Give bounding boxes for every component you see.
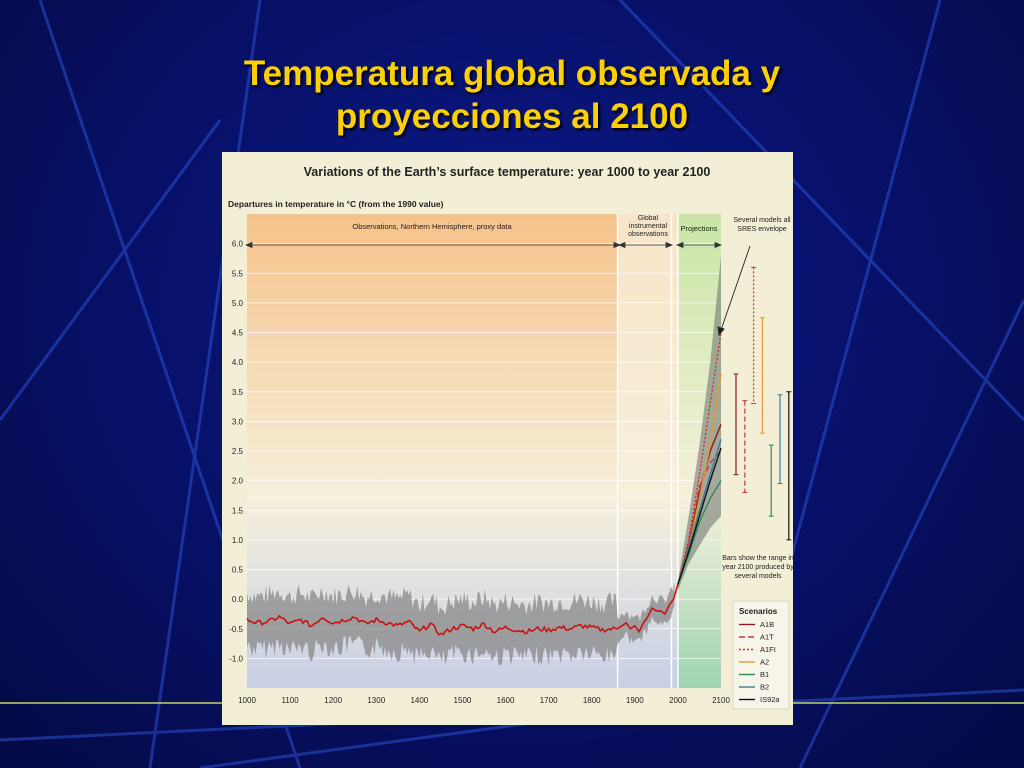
y-tick-label: 1.5: [232, 506, 244, 515]
legend-label-a1t: A1T: [760, 633, 774, 642]
y-tick-label: 4.0: [232, 358, 244, 367]
y-tick-label: 2.5: [232, 447, 244, 456]
legend-label-a1b: A1B: [760, 620, 774, 629]
legend-label-b2: B2: [760, 683, 769, 692]
slide-title: Temperatura global observada y proyeccio…: [150, 52, 874, 138]
bars-note: Bars show the range in year 2100 produce…: [722, 555, 793, 580]
region-arrows: [244, 241, 723, 249]
region-label-projections: Projections: [680, 224, 717, 233]
slide-title-line-2: proyecciones al 2100: [335, 97, 689, 136]
x-tick-label: 1700: [540, 696, 558, 705]
x-tick-label: 1500: [454, 696, 472, 705]
y-tick-label: 5.0: [232, 299, 244, 308]
region-label-proxy: Observations, Northern Hemisphere, proxy…: [352, 222, 512, 231]
x-tick-label: 1600: [497, 696, 515, 705]
legend-label-is92a: IS92a: [760, 695, 780, 704]
bars-note-wrap: Bars show the range in year 2100 produce…: [722, 555, 793, 580]
axis-ticks: 6.0 5.5 5.0 4.5 4.0 3.5 3.0 2.5 2.0 1.5 1.0 0.5 0.0 -…: [229, 240, 730, 705]
x-tick-label: 1200: [324, 696, 342, 705]
y-tick-label: 3.0: [232, 417, 244, 426]
y-tick-label: 2.0: [232, 477, 244, 486]
legend: Scenarios A1B A1T A1FI A2 B1 B2 IS92a: [732, 600, 790, 710]
y-tick-label: 3.5: [232, 388, 244, 397]
y-tick-label: 0.0: [232, 595, 244, 604]
legend-label-a2: A2: [760, 658, 769, 667]
y-tick-label: -0.5: [229, 625, 243, 634]
y-tick-label: 1.0: [232, 536, 244, 545]
legend-label-b1: B1: [760, 670, 769, 679]
series-line-is92a: [677, 447, 722, 585]
y-tick-label: -1.0: [229, 654, 243, 663]
range-bars: [733, 266, 792, 541]
legend-items: A1B A1T A1FI A2 B1 B2 IS92a: [739, 620, 780, 704]
temperature-chart: Variations of the Earth’s surface temper…: [228, 165, 793, 710]
envelope-area: [677, 255, 721, 591]
legend-title: Scenarios: [739, 607, 778, 616]
envelope-note-wrap: Several models all SRES envelope: [733, 217, 791, 233]
x-tick-label: 2000: [669, 696, 687, 705]
x-tick-label: 1000: [238, 696, 256, 705]
observed-series: [246, 584, 679, 636]
x-tick-label: 1400: [410, 696, 428, 705]
region-label-instrumental-wrap: Global instrumental observations: [628, 215, 668, 238]
chart-panel: Variations of the Earth’s surface temper…: [222, 152, 793, 725]
envelope-note: Several models all SRES envelope: [733, 217, 791, 233]
projection-series: [677, 332, 722, 585]
y-axis-label: Departures in temperature in °C (from th…: [228, 199, 444, 209]
region-label-instrumental: Global instrumental observations: [628, 215, 668, 238]
observed-line: [246, 584, 679, 636]
y-tick-label: 6.0: [232, 240, 244, 249]
legend-label-a1fi: A1FI: [760, 645, 776, 654]
y-tick-label: 0.5: [232, 566, 244, 575]
y-tick-label: 4.5: [232, 329, 244, 338]
x-tick-label: 1100: [281, 696, 299, 705]
envelope-arrow: [717, 245, 751, 337]
x-tick-label: 1300: [367, 696, 385, 705]
chart-title: Variations of the Earth’s surface temper…: [304, 165, 711, 179]
y-tick-label: 5.5: [232, 269, 244, 278]
sres-envelope: [677, 255, 721, 591]
x-tick-label: 1900: [626, 696, 644, 705]
slide-title-line-1: Temperatura global observada y: [243, 54, 781, 93]
x-tick-label: 2100: [712, 696, 730, 705]
x-tick-label: 1800: [583, 696, 601, 705]
